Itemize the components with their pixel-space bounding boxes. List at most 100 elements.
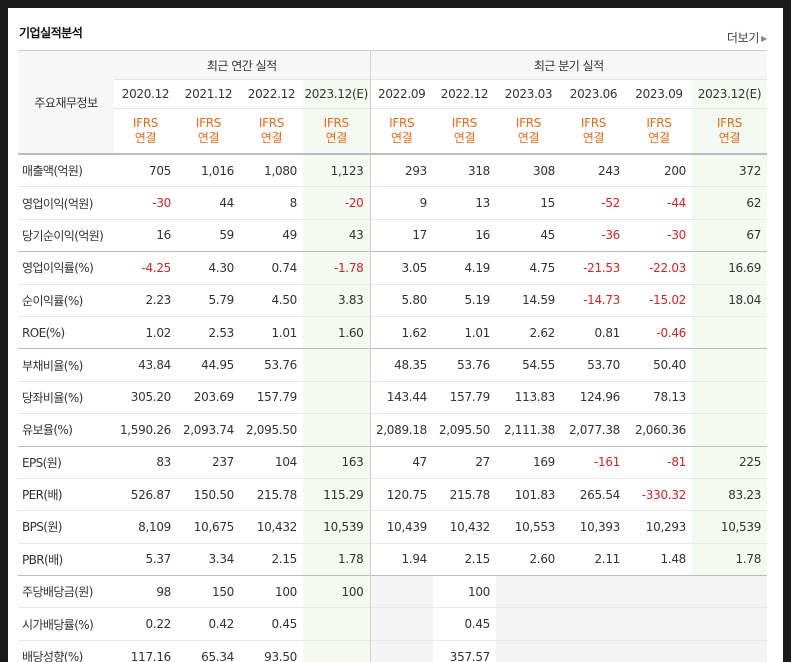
table-cell <box>626 575 692 608</box>
ifrs-header-row: IFRS 연결 IFRS 연결 IFRS 연결 IFRS 연결 IFRS 연결 IFRS 연결 IFRS… <box>18 108 768 154</box>
table-cell: 3.05 <box>369 251 433 285</box>
table-cell: -21.53 <box>561 251 626 285</box>
row-label: ROE(%) <box>18 315 114 349</box>
table-cell: 4.75 <box>496 251 561 285</box>
table-cell: 308 <box>496 153 561 187</box>
table-cell: 93.50 <box>240 639 303 662</box>
row-label: 매출액(억원) <box>18 153 114 187</box>
table-cell: -44 <box>626 186 692 220</box>
table-row: 부채비율(%) 43.84 44.95 53.76 48.35 53.76 54.55 53.… <box>18 348 768 382</box>
table-cell: 0.22 <box>114 607 177 641</box>
table-cell: 43 <box>303 218 370 252</box>
table-cell: 705 <box>114 153 177 187</box>
period-header-row: 2020.12 2021.12 2022.12 2023.12(E) 2022.09 20… <box>18 79 768 109</box>
table-row: EPS(원) 83 237 104 163 47 27 169 -161 -81 225 <box>18 445 768 479</box>
table-cell: -14.73 <box>561 283 626 317</box>
table-row: 유보율(%) 1,590.26 2,093.74 2,095.50 2,089.18 2,… <box>18 413 768 447</box>
table-cell: 0.74 <box>240 251 303 285</box>
table-cell: 200 <box>626 153 692 187</box>
label-header: 주요재무정보 <box>18 50 114 154</box>
table-cell: 305.20 <box>114 380 177 414</box>
table-cell: 2,093.74 <box>177 413 240 447</box>
consolidated-label: 연결 <box>648 131 670 145</box>
financial-table: 주요재무정보 최근 연간 실적 최근 분기 실적 2020.12 2021.12 2… <box>18 50 768 662</box>
table-row: 시가배당률(%) 0.22 0.42 0.45 0.45 <box>18 607 768 641</box>
table-cell: 100 <box>433 575 496 608</box>
table-cell <box>692 607 768 641</box>
table-cell: 2.23 <box>114 283 177 317</box>
table-cell: 67 <box>692 218 768 252</box>
more-label: 더보기 <box>726 31 760 45</box>
table-cell: 100 <box>303 575 370 608</box>
table-cell <box>692 413 768 447</box>
table-cell: -30 <box>626 218 692 252</box>
ifrs-consolidated-label: IFRS 연결 <box>240 108 303 154</box>
ifrs-label: IFRS <box>258 116 285 130</box>
table-cell <box>692 639 768 662</box>
table-cell: -81 <box>626 445 692 479</box>
table-cell: 5.80 <box>369 283 433 317</box>
table-cell: 16.69 <box>692 251 768 285</box>
ifrs-label: IFRS <box>451 116 478 130</box>
period-header: 2022.12 <box>240 79 303 109</box>
row-label: 부채비율(%) <box>18 348 114 382</box>
table-cell: -20 <box>303 186 370 220</box>
table-cell: 5.79 <box>177 283 240 317</box>
table-cell: 120.75 <box>369 477 433 511</box>
table-cell <box>692 575 768 608</box>
table-cell: 104 <box>240 445 303 479</box>
table-cell: 48.35 <box>369 348 433 382</box>
table-cell <box>496 639 561 662</box>
table-cell: 157.79 <box>433 380 496 414</box>
table-row: PER(배) 526.87 150.50 215.78 115.29 120.75 215.… <box>18 477 768 511</box>
table-row: 당좌비율(%) 305.20 203.69 157.79 143.44 157.79 113… <box>18 380 768 414</box>
chevron-right-icon: ▶ <box>761 34 767 43</box>
table-cell <box>561 639 626 662</box>
table-cell: 4.19 <box>433 251 496 285</box>
ifrs-label: IFRS <box>323 116 350 130</box>
table-cell: 44.95 <box>177 348 240 382</box>
table-cell <box>496 607 561 641</box>
table-cell <box>303 639 370 662</box>
period-header: 2023.03 <box>496 79 561 109</box>
table-cell: 1,080 <box>240 153 303 187</box>
table-cell: 150.50 <box>177 477 240 511</box>
table-cell: 1.01 <box>433 315 496 349</box>
period-header: 2023.12(E) <box>692 79 768 109</box>
table-cell: 10,675 <box>177 510 240 544</box>
consolidated-label: 연결 <box>391 131 413 145</box>
table-cell: 13 <box>433 186 496 220</box>
table-cell: 65.34 <box>177 639 240 662</box>
table-cell: 83 <box>114 445 177 479</box>
ifrs-consolidated-label: IFRS 연결 <box>561 108 626 154</box>
ifrs-consolidated-label: IFRS 연결 <box>303 108 370 154</box>
table-cell: 150 <box>177 575 240 608</box>
row-label: BPS(원) <box>18 510 114 544</box>
table-cell: 1,123 <box>303 153 370 187</box>
table-cell <box>303 413 370 447</box>
consolidated-label: 연결 <box>517 131 540 145</box>
table-cell: 117.16 <box>114 639 177 662</box>
table-cell: 237 <box>177 445 240 479</box>
table-cell: 10,553 <box>496 510 561 544</box>
table-cell: 243 <box>561 153 626 187</box>
table-cell: -0.46 <box>626 315 692 349</box>
table-cell <box>303 607 370 641</box>
table-cell: 0.45 <box>240 607 303 641</box>
ifrs-label: IFRS <box>195 116 222 130</box>
table-cell <box>692 348 768 382</box>
table-cell: 10,393 <box>561 510 626 544</box>
table-cell <box>303 380 370 414</box>
table-cell: 1.94 <box>369 542 433 576</box>
table-cell: 2,077.38 <box>561 413 626 447</box>
period-header: 2020.12 <box>114 79 177 109</box>
more-link[interactable]: 더보기 ▶ <box>727 29 767 46</box>
table-cell <box>692 315 768 349</box>
table-cell: 113.83 <box>496 380 561 414</box>
table-cell <box>369 639 433 662</box>
table-cell: 10,293 <box>626 510 692 544</box>
row-label: PBR(배) <box>18 542 114 576</box>
ifrs-label: IFRS <box>389 116 415 130</box>
table-cell <box>626 607 692 641</box>
table-cell: 10,439 <box>369 510 433 544</box>
